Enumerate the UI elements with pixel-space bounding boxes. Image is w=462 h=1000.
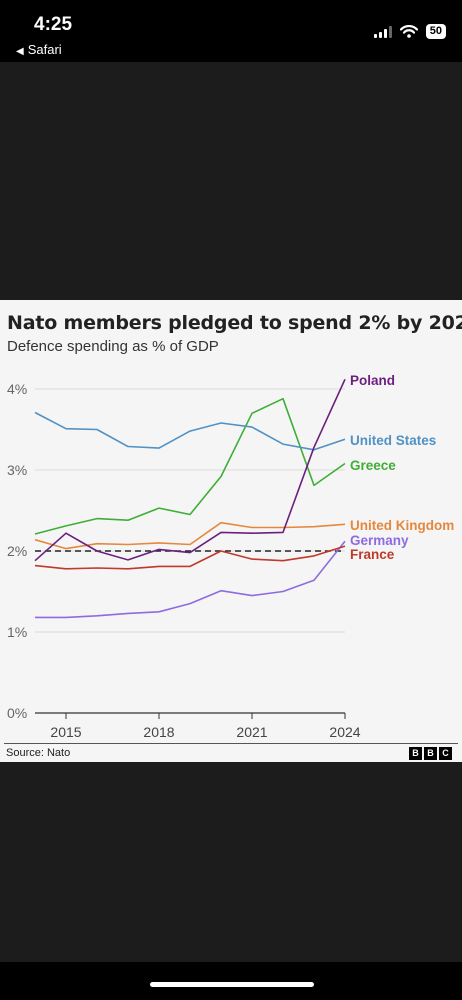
bbc-logo-letter: B [424,747,437,760]
series-label-germany: Germany [350,533,409,548]
x-tick-label: 2018 [143,724,174,740]
bbc-logo-letter: B [409,747,422,760]
bbc-logo: B B C [409,747,452,760]
series-line-greece [34,397,346,535]
series-label-france: France [350,547,395,562]
y-tick-label: 3% [7,462,27,478]
back-to-safari[interactable]: ◀ Safari [16,42,62,57]
series-label-greece: Greece [350,458,396,473]
series-line-poland [34,378,346,562]
y-tick-label: 0% [7,705,27,721]
background-bottom [0,762,462,962]
status-icons: 50 [373,24,446,39]
y-tick-label: 2% [7,543,27,559]
chart-card: Nato members pledged to spend 2% by 2024… [0,300,462,762]
status-bar: 4:25 ◀ Safari 50 [0,0,462,62]
battery-icon: 50 [425,24,446,39]
y-tick-label: 4% [7,381,27,397]
series-line-france [34,545,346,570]
x-tick-label: 2021 [236,724,267,740]
series-line-germany [35,540,346,619]
series-label-united-kingdom: United Kingdom [350,518,454,533]
back-label: Safari [27,42,62,57]
chart-title: Nato members pledged to spend 2% by 2024 [7,312,462,334]
x-tick-label: 2015 [50,724,81,740]
home-area [0,962,462,1000]
signal-icon [373,25,392,38]
line-chart: 0% 1% 2% 3% 4% 2015 2018 2021 2024 Poland United S… [7,373,454,740]
status-time: 4:25 [34,14,73,35]
footer-divider [4,743,458,744]
bbc-logo-letter: C [439,747,452,760]
back-arrow-icon: ◀ [16,46,24,57]
wifi-icon [399,25,418,38]
source-label: Source: Nato [6,747,71,759]
home-indicator[interactable] [150,982,314,987]
y-tick-label: 1% [7,624,27,640]
series-line-united-states [34,411,346,451]
chart-subtitle: Defence spending as % of GDP [7,338,219,355]
series-label-poland: Poland [350,373,395,388]
series-label-united-states: United States [350,433,436,448]
x-tick-label: 2024 [329,724,360,740]
background-top [0,62,462,300]
series-line-united-kingdom [34,521,346,550]
